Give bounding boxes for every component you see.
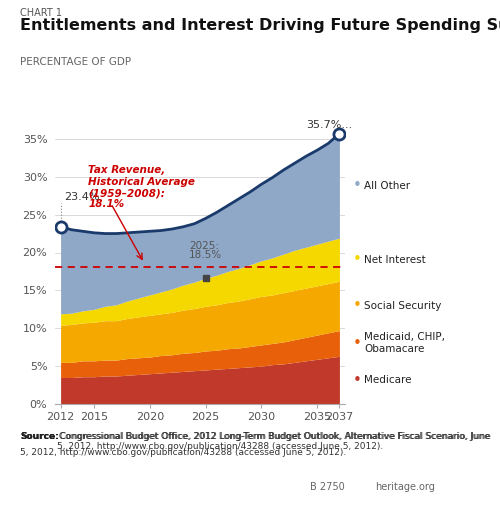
Text: Entitlements and Interest Driving Future Spending Surge: Entitlements and Interest Driving Future… <box>20 18 500 33</box>
Text: 35.7%...: 35.7%... <box>306 120 352 130</box>
Text: •: • <box>352 373 362 388</box>
Text: Source:: Source: <box>20 432 59 441</box>
Text: •: • <box>352 252 362 267</box>
Text: Historical Average: Historical Average <box>88 177 196 187</box>
Text: heritage.org: heritage.org <box>375 482 435 492</box>
Text: PERCENTAGE OF GDP: PERCENTAGE OF GDP <box>20 57 131 67</box>
Text: •: • <box>352 178 362 193</box>
Text: Congressional Budget Office, 2012 Long-Term Budget Outlook, Alternative Fiscal S: Congressional Budget Office, 2012 Long-T… <box>58 432 492 451</box>
Text: •: • <box>352 298 362 314</box>
Text: CHART 1: CHART 1 <box>20 8 62 18</box>
Text: 2025:: 2025: <box>189 241 219 251</box>
Text: 5, 2012, http://www.cbo.gov/publication/43288 (accessed June 5, 2012).: 5, 2012, http://www.cbo.gov/publication/… <box>20 448 346 457</box>
Text: 18.1%: 18.1% <box>88 199 124 210</box>
Text: (1959–2008):: (1959–2008): <box>88 188 166 198</box>
Text: Source:: Source: <box>20 432 59 441</box>
Text: 23.4%: 23.4% <box>64 192 100 201</box>
Text: Obamacare: Obamacare <box>364 344 424 355</box>
Text: Source:: Source: <box>20 432 59 441</box>
Text: Medicare: Medicare <box>364 375 412 385</box>
Text: Net Interest: Net Interest <box>364 255 426 265</box>
Text: Tax Revenue,: Tax Revenue, <box>88 166 166 175</box>
Text: Medicaid, CHIP,: Medicaid, CHIP, <box>364 332 445 342</box>
Text: •: • <box>352 336 362 351</box>
Text: B 2750: B 2750 <box>310 482 345 492</box>
Text: All Other: All Other <box>364 181 410 191</box>
Text: Social Security: Social Security <box>364 301 442 311</box>
Text: Congressional Budget Office, 2012 Long-Term Budget Outlook, Alternative Fiscal S: Congressional Budget Office, 2012 Long-T… <box>56 432 490 441</box>
Text: 18.5%: 18.5% <box>189 250 222 260</box>
